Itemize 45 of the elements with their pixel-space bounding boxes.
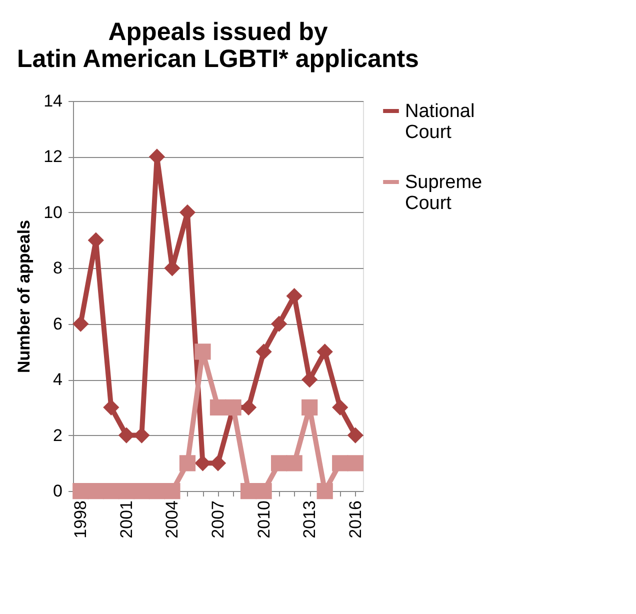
y-tick-label: 4 — [53, 370, 62, 390]
x-tick-label: 2001 — [116, 500, 136, 538]
point — [179, 455, 196, 472]
point — [347, 455, 364, 472]
x-tick-label: 2007 — [208, 500, 228, 538]
point — [103, 399, 120, 416]
point — [103, 482, 120, 500]
point — [72, 482, 89, 500]
point — [316, 344, 333, 360]
point — [72, 316, 89, 332]
point — [164, 482, 180, 500]
point — [118, 427, 134, 444]
y-tick-label: 6 — [53, 314, 62, 334]
x-tick-label: 2013 — [300, 500, 320, 538]
point — [302, 399, 318, 416]
point — [118, 482, 134, 500]
point — [286, 455, 302, 472]
point — [332, 455, 348, 472]
y-tick-label: 0 — [53, 482, 62, 500]
point — [210, 399, 226, 416]
y-tick-label: 2 — [53, 426, 62, 445]
point — [270, 455, 288, 472]
legend-label: Supreme Court — [405, 172, 482, 214]
y-tick-label: 14 — [44, 92, 62, 110]
point — [134, 482, 150, 500]
y-axis-title: Number of appeals — [14, 220, 34, 374]
point — [88, 482, 104, 500]
x-tick-label: 2016 — [346, 500, 365, 538]
point — [194, 344, 211, 360]
point — [347, 427, 364, 444]
chart-title: Appeals issued by Latin American LGBTI* applicants — [17, 18, 419, 73]
point — [240, 482, 257, 500]
y-tick-label: 10 — [44, 202, 62, 222]
y-tick-label: 8 — [53, 258, 62, 278]
y-tick-label: 12 — [44, 147, 62, 166]
point — [316, 482, 333, 500]
point — [256, 344, 272, 360]
x-tick-label: 1998 — [71, 500, 90, 538]
point — [256, 482, 272, 500]
point — [270, 316, 288, 332]
point — [332, 399, 348, 416]
point — [148, 482, 166, 500]
legend-label: National Court — [405, 101, 475, 143]
x-tick-label: 2004 — [162, 500, 182, 538]
x-tick-label: 2010 — [254, 500, 274, 538]
